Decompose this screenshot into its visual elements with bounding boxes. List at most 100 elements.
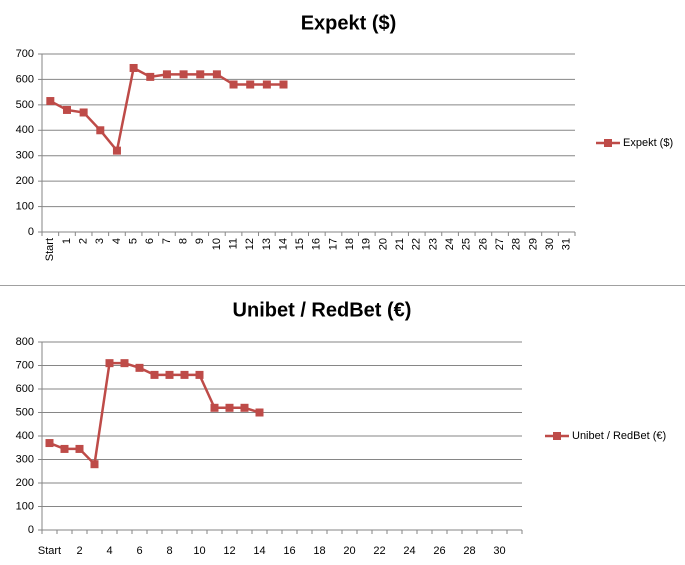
x-tick-label: 31 (561, 238, 573, 250)
y-tick-label: 600 (16, 383, 34, 395)
x-tick-label: 2 (78, 238, 90, 244)
marker (162, 70, 171, 79)
x-tick-label: 16 (311, 238, 323, 250)
x-tick-label: 12 (223, 545, 235, 557)
marker (179, 70, 188, 79)
x-tick-label: 1 (61, 238, 73, 244)
x-tick-label: 10 (211, 238, 223, 250)
marker (212, 70, 221, 79)
x-tick-label: 4 (106, 545, 112, 557)
marker (225, 403, 234, 412)
marker (229, 80, 238, 89)
x-tick-label: 22 (373, 545, 385, 557)
x-tick-label: 23 (427, 238, 439, 250)
x-tick-label: 8 (177, 238, 189, 244)
y-tick-label: 100 (16, 500, 34, 512)
legend-label: Expekt ($) (623, 137, 673, 149)
x-tick-label: 17 (327, 238, 339, 250)
x-tick-label: 11 (227, 238, 239, 249)
y-tick-label: 700 (16, 48, 34, 60)
legend-marker (604, 139, 612, 147)
marker (129, 63, 138, 72)
x-tick-label: 7 (161, 238, 173, 244)
y-tick-label: 600 (16, 73, 34, 85)
x-tick-label: 8 (166, 545, 172, 557)
y-tick-label: 500 (16, 406, 34, 418)
y-tick-label: 100 (16, 200, 34, 212)
marker (279, 80, 288, 89)
y-tick-label: 400 (16, 430, 34, 442)
x-tick-label: 14 (253, 545, 265, 557)
x-tick-label: 19 (361, 238, 373, 250)
marker (120, 359, 129, 368)
x-tick-label: 22 (411, 238, 423, 250)
y-tick-label: 400 (16, 124, 34, 136)
y-tick-label: 500 (16, 99, 34, 111)
x-tick-label: 20 (343, 545, 355, 557)
chart-title: Unibet / RedBet (€) (233, 299, 412, 321)
y-tick-label: 800 (16, 336, 34, 348)
x-tick-label: 15 (294, 238, 306, 250)
y-tick-label: 0 (28, 226, 34, 238)
legend-marker (553, 432, 561, 440)
x-tick-label: 20 (377, 238, 389, 250)
marker (135, 363, 144, 372)
x-tick-label: 9 (194, 238, 206, 244)
x-tick-label: 6 (136, 545, 142, 557)
x-tick-label: 28 (463, 545, 475, 557)
marker (60, 444, 69, 453)
legend-label: Unibet / RedBet (€) (572, 430, 666, 442)
x-tick-label: 5 (128, 238, 140, 244)
x-tick-label: 2 (76, 545, 82, 557)
x-tick-label: 25 (461, 238, 473, 250)
x-tick-label: Start (38, 545, 61, 557)
marker (165, 370, 174, 379)
y-tick-label: 300 (16, 150, 34, 162)
y-tick-label: 300 (16, 453, 34, 465)
x-tick-label: 28 (511, 238, 523, 250)
marker (150, 370, 159, 379)
y-tick-label: 0 (28, 524, 34, 536)
x-tick-label: Start (44, 238, 56, 261)
marker (112, 146, 121, 155)
x-tick-label: 26 (477, 238, 489, 250)
x-tick-label: 26 (433, 545, 445, 557)
y-tick-label: 700 (16, 359, 34, 371)
x-tick-label: 10 (193, 545, 205, 557)
marker (180, 370, 189, 379)
marker (105, 359, 114, 368)
marker (196, 70, 205, 79)
x-tick-label: 21 (394, 238, 406, 250)
y-tick-label: 200 (16, 175, 34, 187)
x-tick-label: 18 (313, 545, 325, 557)
x-tick-label: 30 (493, 545, 505, 557)
x-tick-label: 24 (403, 545, 415, 557)
marker (90, 460, 99, 469)
marker (75, 444, 84, 453)
marker (246, 80, 255, 89)
marker (210, 403, 219, 412)
x-tick-label: 3 (94, 238, 106, 244)
marker (195, 370, 204, 379)
y-tick-label: 200 (16, 477, 34, 489)
x-tick-label: 14 (277, 238, 289, 250)
marker (262, 80, 271, 89)
x-tick-label: 16 (283, 545, 295, 557)
marker (96, 126, 105, 135)
marker (146, 72, 155, 81)
x-tick-label: 29 (527, 238, 539, 250)
chart-title: Expekt ($) (301, 12, 397, 34)
marker (45, 439, 54, 448)
x-tick-label: 4 (111, 238, 123, 244)
marker (62, 105, 71, 114)
x-tick-label: 24 (444, 238, 456, 250)
x-tick-label: 13 (261, 238, 273, 250)
marker (240, 403, 249, 412)
x-tick-label: 18 (344, 238, 356, 250)
x-tick-label: 30 (544, 238, 556, 250)
x-tick-label: 12 (244, 238, 256, 250)
marker (46, 97, 55, 106)
marker (255, 408, 264, 417)
x-tick-label: 6 (144, 238, 156, 244)
